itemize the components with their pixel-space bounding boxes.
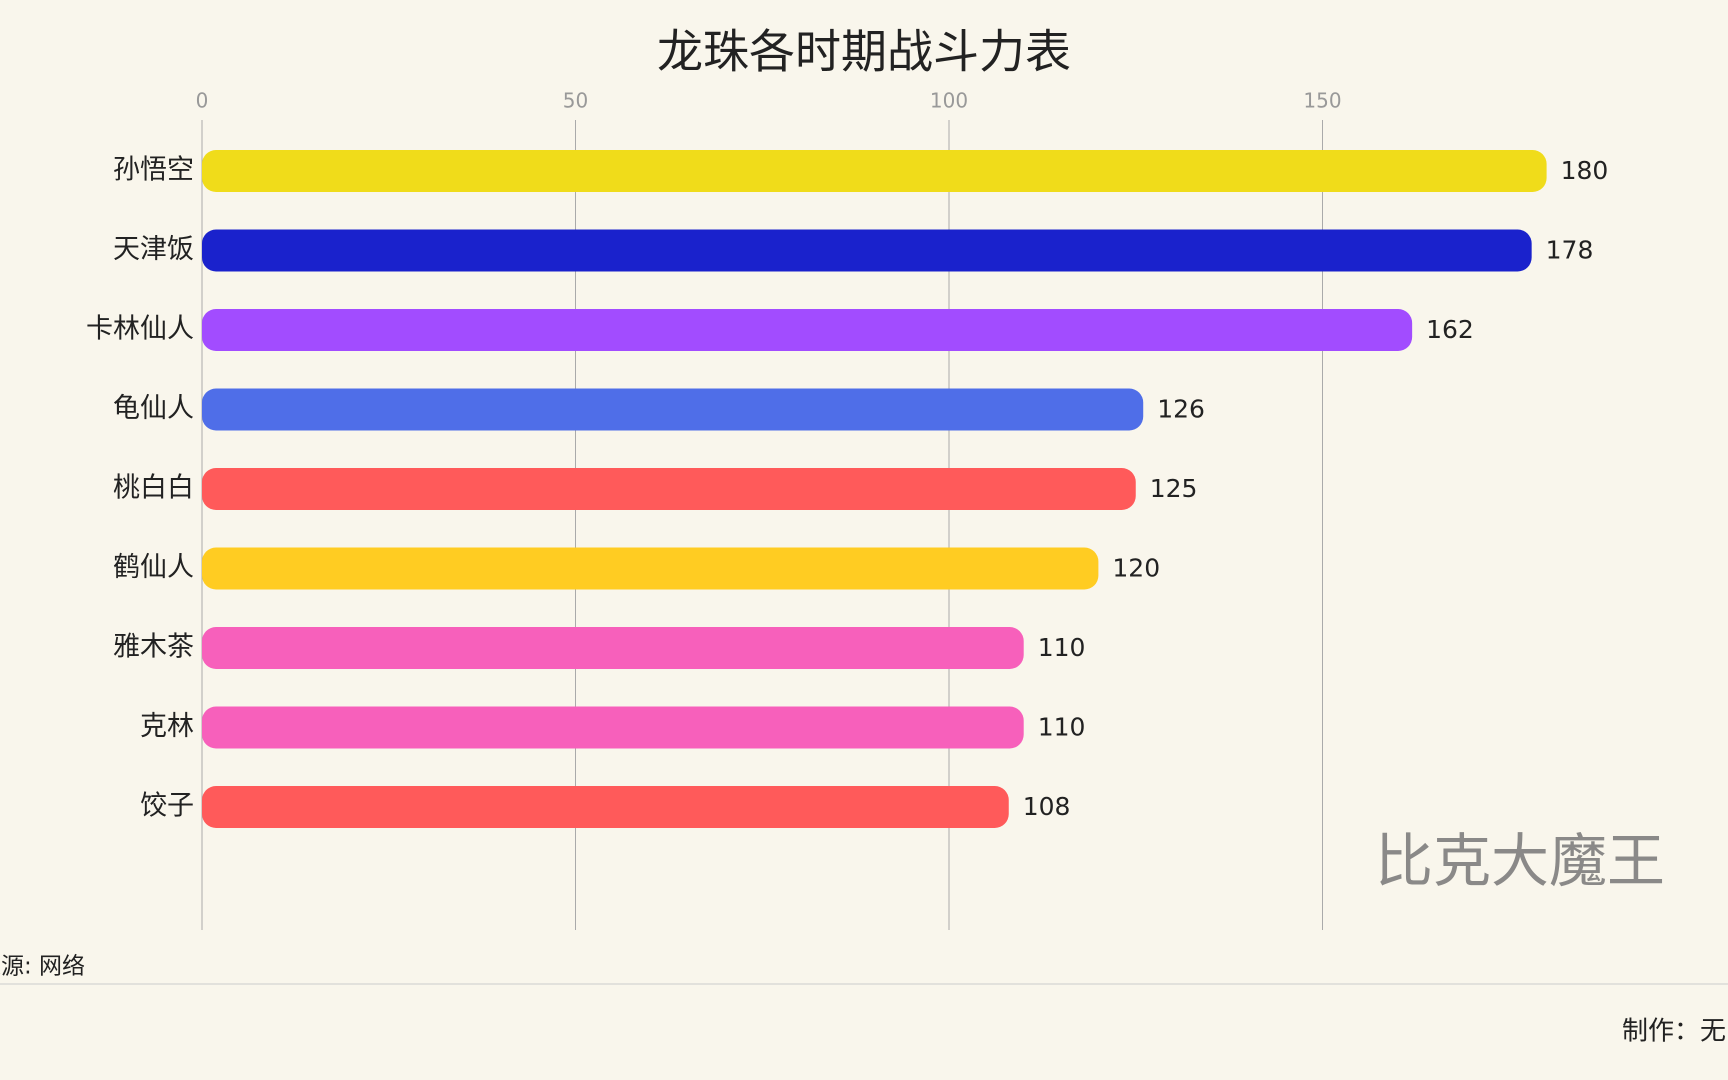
value-label: 110 xyxy=(1038,633,1086,662)
credit: 制作：无 xyxy=(1622,1017,1726,1047)
category-label: 克林 xyxy=(140,711,194,742)
value-label: 120 xyxy=(1112,554,1160,583)
category-label: 桃白白 xyxy=(113,473,194,504)
value-label: 125 xyxy=(1150,474,1198,503)
chart-title: 龙珠各时期战斗力表 xyxy=(657,25,1071,79)
x-tick-label: 150 xyxy=(1303,89,1341,113)
x-tick-label: 50 xyxy=(563,89,588,113)
category-label: 天津饭 xyxy=(113,234,194,265)
value-label: 110 xyxy=(1038,713,1086,742)
category-label: 饺子 xyxy=(140,791,194,822)
source: 来源: 网络 xyxy=(0,954,85,980)
bar xyxy=(202,706,1024,749)
value-label: 178 xyxy=(1546,236,1594,265)
bar xyxy=(202,468,1136,510)
bar xyxy=(202,627,1024,669)
bar xyxy=(202,150,1547,192)
category-label: 雅木茶 xyxy=(113,632,194,663)
category-label: 龟仙人 xyxy=(113,393,194,424)
x-tick-label: 100 xyxy=(930,89,968,113)
bar xyxy=(202,786,1009,828)
value-label: 162 xyxy=(1426,315,1474,344)
bar xyxy=(202,547,1099,590)
x-tick-label: 0 xyxy=(196,89,209,113)
bar xyxy=(202,388,1144,431)
value-label: 108 xyxy=(1023,792,1071,821)
bar xyxy=(202,309,1413,351)
watermark: 比克大魔王 xyxy=(1375,827,1665,895)
bar xyxy=(202,229,1532,272)
category-label: 孙悟空 xyxy=(113,155,194,186)
category-label: 卡林仙人 xyxy=(86,314,194,345)
value-label: 126 xyxy=(1157,395,1205,424)
value-label: 180 xyxy=(1561,156,1609,185)
category-label: 鹤仙人 xyxy=(113,552,194,583)
